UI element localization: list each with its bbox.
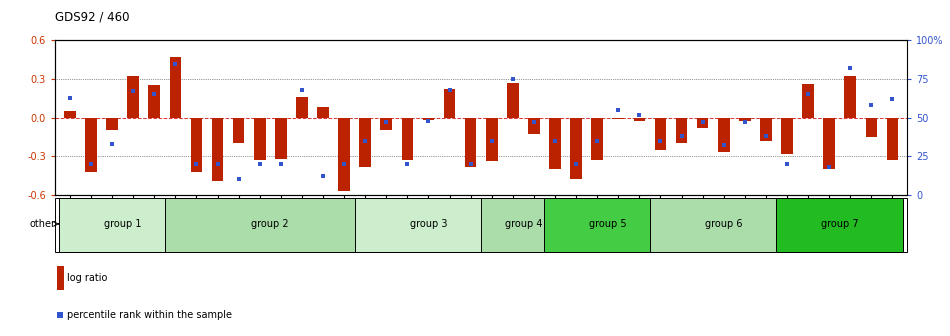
- Bar: [86, 118, 97, 172]
- Bar: [544, 198, 671, 252]
- Bar: [675, 118, 688, 143]
- Text: group 5: group 5: [589, 219, 627, 229]
- Bar: [338, 118, 350, 191]
- Bar: [592, 118, 603, 160]
- Bar: [613, 118, 624, 119]
- Bar: [106, 118, 118, 130]
- Text: group 4: group 4: [504, 219, 542, 229]
- Bar: [739, 118, 750, 122]
- Bar: [164, 198, 375, 252]
- Bar: [59, 198, 186, 252]
- Bar: [865, 118, 877, 137]
- Text: group 6: group 6: [705, 219, 743, 229]
- Bar: [359, 118, 371, 167]
- Bar: [233, 118, 244, 143]
- Bar: [254, 118, 265, 160]
- Text: group 1: group 1: [104, 219, 142, 229]
- Bar: [169, 57, 181, 118]
- Text: percentile rank within the sample: percentile rank within the sample: [67, 310, 232, 320]
- Bar: [57, 266, 64, 290]
- Bar: [718, 118, 730, 153]
- Bar: [485, 118, 498, 161]
- Bar: [212, 118, 223, 181]
- Bar: [781, 118, 793, 154]
- Bar: [760, 118, 771, 141]
- Text: other: other: [29, 219, 55, 229]
- Bar: [148, 85, 160, 118]
- Bar: [803, 84, 814, 118]
- Bar: [570, 118, 582, 179]
- Bar: [354, 198, 503, 252]
- Bar: [634, 118, 645, 122]
- Bar: [444, 89, 455, 118]
- Bar: [549, 118, 560, 169]
- Text: group 2: group 2: [252, 219, 289, 229]
- Bar: [528, 118, 540, 134]
- Bar: [845, 76, 856, 118]
- Bar: [507, 83, 519, 118]
- Bar: [380, 118, 392, 130]
- Bar: [697, 118, 709, 128]
- Bar: [317, 107, 329, 118]
- Text: group 3: group 3: [409, 219, 447, 229]
- Bar: [824, 118, 835, 169]
- Text: group 7: group 7: [821, 219, 859, 229]
- Bar: [275, 118, 287, 159]
- Bar: [423, 118, 434, 120]
- Bar: [465, 118, 477, 167]
- Bar: [191, 118, 202, 172]
- Bar: [650, 198, 798, 252]
- Bar: [776, 198, 903, 252]
- Bar: [64, 111, 76, 118]
- Bar: [655, 118, 666, 150]
- Bar: [402, 118, 413, 160]
- Bar: [296, 97, 308, 118]
- Bar: [127, 76, 139, 118]
- Text: log ratio: log ratio: [67, 273, 107, 283]
- Bar: [886, 118, 899, 160]
- Bar: [481, 198, 565, 252]
- Text: GDS92 / 460: GDS92 / 460: [55, 10, 129, 24]
